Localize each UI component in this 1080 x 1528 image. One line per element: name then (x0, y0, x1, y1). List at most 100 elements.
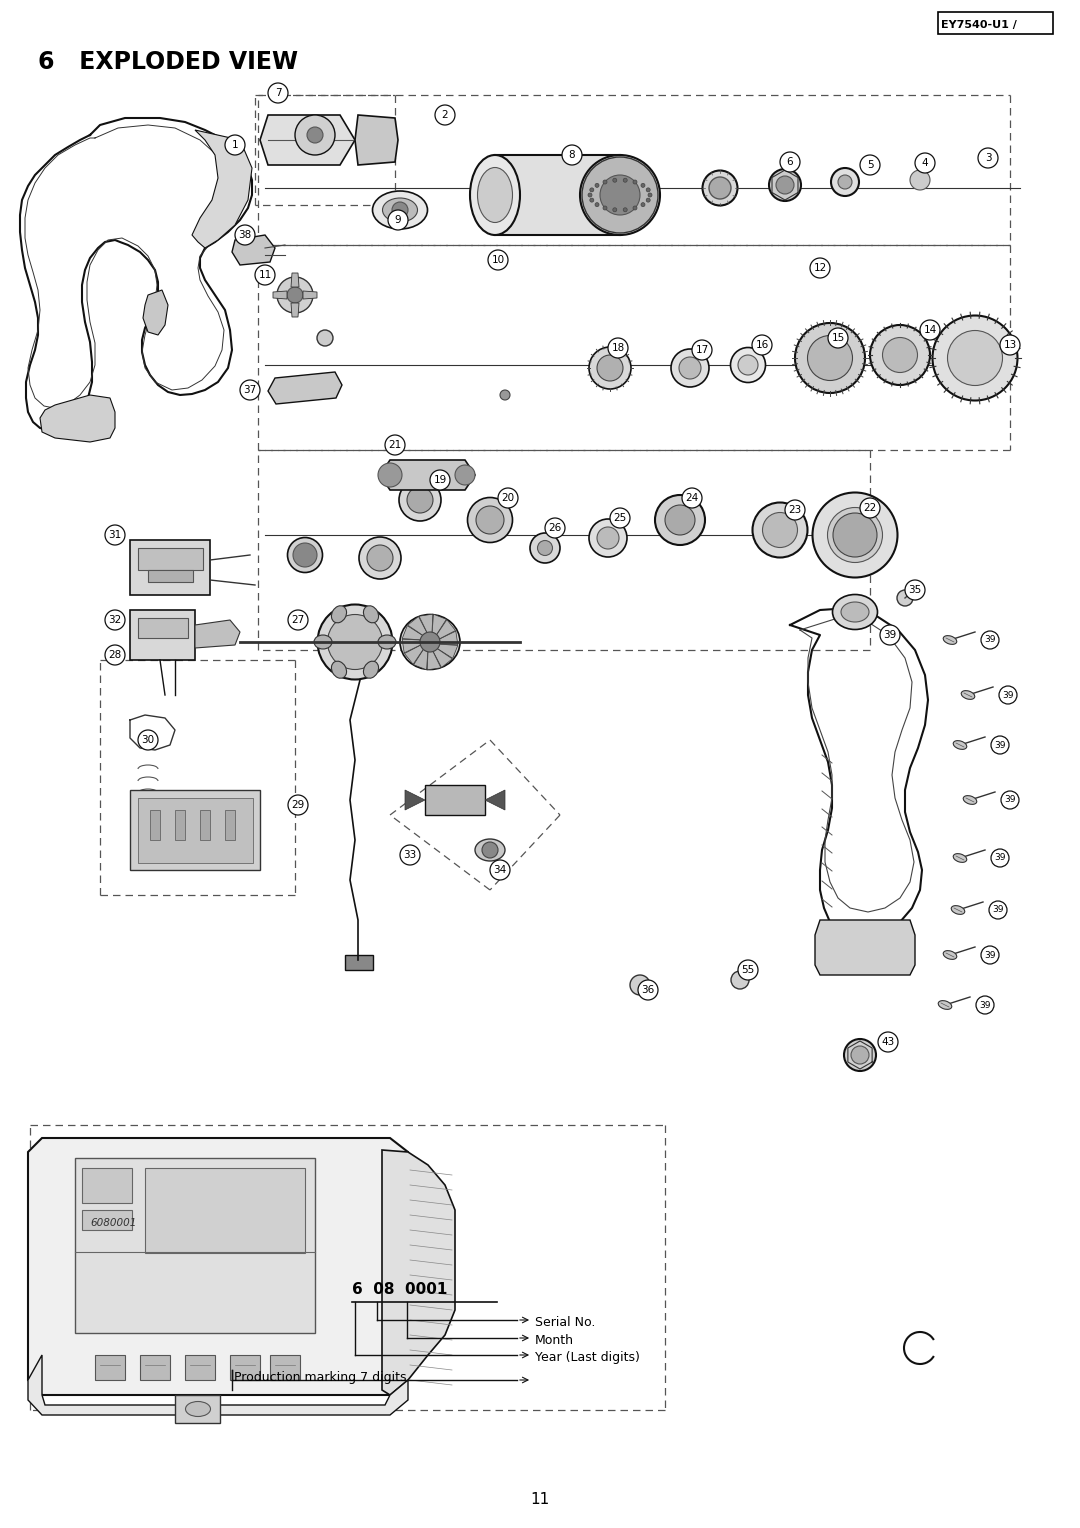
Ellipse shape (838, 176, 852, 189)
Circle shape (981, 946, 999, 964)
Text: 22: 22 (863, 503, 877, 513)
Polygon shape (232, 235, 275, 264)
Text: 36: 36 (642, 986, 654, 995)
Circle shape (610, 507, 630, 529)
Circle shape (595, 183, 599, 188)
Circle shape (420, 633, 440, 652)
Circle shape (910, 170, 930, 189)
Ellipse shape (378, 636, 396, 649)
Ellipse shape (870, 325, 930, 385)
Circle shape (810, 258, 831, 278)
Ellipse shape (943, 636, 957, 645)
Text: 18: 18 (611, 342, 624, 353)
Circle shape (105, 610, 125, 630)
Circle shape (731, 970, 750, 989)
Polygon shape (355, 115, 399, 165)
Bar (270, 1355, 300, 1380)
Polygon shape (291, 303, 299, 316)
Ellipse shape (400, 614, 460, 669)
Circle shape (646, 199, 650, 202)
Circle shape (255, 264, 275, 286)
Circle shape (138, 730, 158, 750)
Polygon shape (428, 651, 441, 669)
Bar (95, 1355, 125, 1380)
Circle shape (638, 979, 658, 999)
Circle shape (430, 471, 450, 490)
Circle shape (860, 498, 880, 518)
Ellipse shape (468, 498, 513, 542)
Text: Serial No.: Serial No. (535, 1316, 595, 1328)
Text: 1: 1 (232, 141, 239, 150)
Text: 19: 19 (433, 475, 447, 484)
Circle shape (828, 329, 848, 348)
Text: Year (Last digits): Year (Last digits) (535, 1351, 639, 1363)
Ellipse shape (654, 495, 705, 545)
Bar (138, 798, 253, 863)
Ellipse shape (597, 527, 619, 549)
Circle shape (603, 206, 607, 209)
Text: 3: 3 (985, 153, 991, 163)
Polygon shape (291, 274, 299, 287)
Circle shape (482, 842, 498, 859)
Bar (175, 1395, 220, 1423)
Ellipse shape (679, 358, 701, 379)
Ellipse shape (314, 636, 332, 649)
Text: 39: 39 (883, 630, 896, 640)
Circle shape (595, 203, 599, 206)
Circle shape (991, 850, 1009, 866)
Circle shape (307, 127, 323, 144)
Text: 35: 35 (908, 585, 921, 594)
Ellipse shape (470, 154, 519, 235)
Text: 15: 15 (832, 333, 845, 342)
Circle shape (562, 145, 582, 165)
Polygon shape (382, 1151, 455, 1395)
Ellipse shape (476, 506, 504, 533)
Bar (130, 790, 260, 869)
Circle shape (105, 526, 125, 545)
Ellipse shape (738, 354, 758, 374)
Text: 6080001: 6080001 (90, 1218, 136, 1229)
Circle shape (920, 319, 940, 341)
Text: 6: 6 (786, 157, 794, 167)
Ellipse shape (399, 478, 441, 521)
Polygon shape (40, 396, 114, 442)
Text: EY7540-U1 /: EY7540-U1 / (941, 20, 1017, 31)
Ellipse shape (589, 347, 631, 390)
Circle shape (400, 845, 420, 865)
Ellipse shape (851, 1047, 869, 1063)
Text: 33: 33 (403, 850, 417, 860)
Circle shape (490, 860, 510, 880)
Bar (145, 1167, 305, 1253)
Ellipse shape (530, 533, 561, 562)
Circle shape (915, 153, 935, 173)
Polygon shape (303, 290, 318, 299)
Ellipse shape (943, 950, 957, 960)
Polygon shape (437, 645, 458, 659)
Ellipse shape (882, 338, 918, 373)
Ellipse shape (373, 191, 428, 229)
Text: 39: 39 (984, 950, 996, 960)
Circle shape (287, 287, 303, 303)
Ellipse shape (332, 662, 347, 678)
Ellipse shape (186, 1401, 211, 1416)
Ellipse shape (843, 1039, 876, 1071)
Circle shape (692, 341, 712, 361)
Ellipse shape (708, 177, 731, 199)
Polygon shape (414, 649, 428, 669)
Ellipse shape (795, 322, 865, 393)
Circle shape (612, 208, 617, 212)
Circle shape (235, 225, 255, 244)
Circle shape (978, 148, 998, 168)
Ellipse shape (589, 520, 627, 558)
Ellipse shape (939, 1001, 951, 1010)
Text: 11: 11 (530, 1493, 550, 1508)
Text: 26: 26 (549, 523, 562, 533)
Polygon shape (28, 1138, 408, 1395)
Bar (148, 570, 193, 582)
Text: 10: 10 (491, 255, 504, 264)
Circle shape (612, 179, 617, 182)
Bar (138, 617, 188, 639)
Text: 39: 39 (993, 906, 1003, 914)
Polygon shape (495, 154, 620, 235)
Ellipse shape (812, 492, 897, 578)
